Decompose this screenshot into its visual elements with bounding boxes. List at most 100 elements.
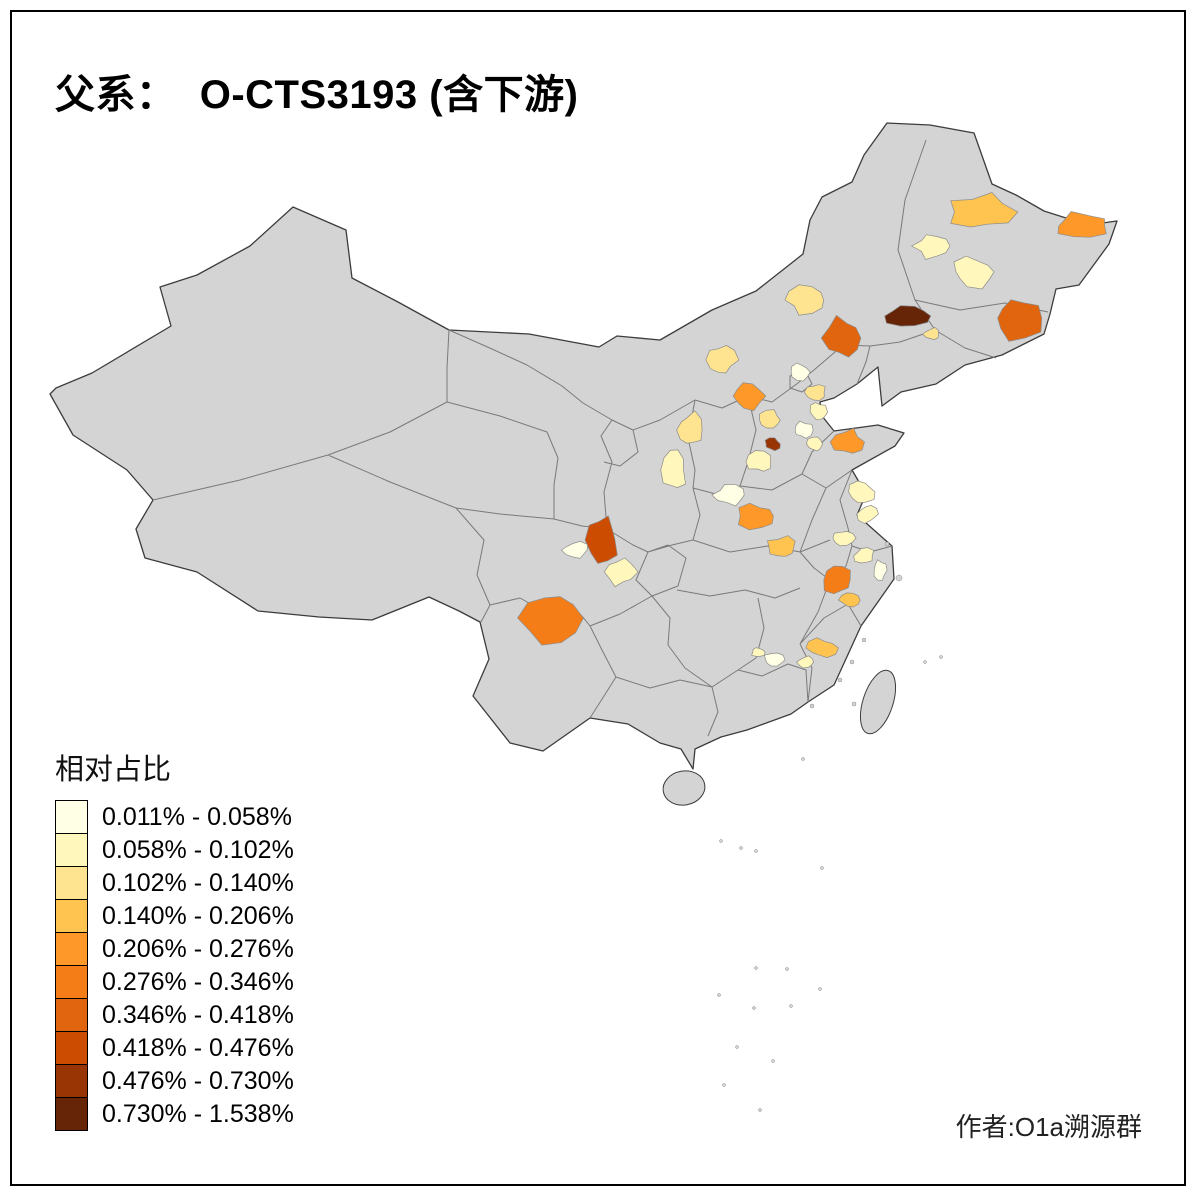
legend-row: 0.102% - 0.140%	[55, 866, 294, 900]
map-region	[820, 314, 862, 358]
map-region	[745, 450, 771, 472]
map-region	[823, 565, 851, 595]
legend-range-label: 0.346% - 0.418%	[102, 1000, 294, 1029]
map-region	[764, 652, 786, 667]
islet	[923, 660, 927, 664]
islet	[722, 1083, 726, 1087]
map-region	[997, 299, 1043, 342]
legend-title: 相对占比	[55, 754, 172, 786]
islet	[735, 1045, 739, 1049]
map-region	[806, 436, 823, 452]
hainan-island	[662, 770, 706, 806]
map-region	[803, 384, 826, 401]
legend-range-label: 0.476% - 0.730%	[102, 1066, 294, 1095]
legend-row: 0.346% - 0.418%	[55, 998, 294, 1032]
islet	[752, 1006, 756, 1010]
map-region	[950, 192, 1019, 228]
legend-row: 0.476% - 0.730%	[55, 1064, 294, 1098]
legend-range-label: 0.011% - 0.058%	[102, 802, 292, 831]
map-region	[759, 409, 781, 429]
legend-range-label: 0.206% - 0.276%	[102, 934, 294, 963]
islet	[801, 757, 805, 761]
map-region	[676, 410, 703, 444]
map-region	[732, 382, 767, 412]
islet	[754, 966, 758, 970]
legend-range-label: 0.276% - 0.346%	[102, 967, 294, 996]
legend-range-label: 0.102% - 0.140%	[102, 868, 294, 897]
map-region	[705, 345, 740, 374]
legend-range-label: 0.418% - 0.476%	[102, 1033, 294, 1062]
legend-range-label: 0.058% - 0.102%	[102, 835, 294, 864]
legend-row: 0.140% - 0.206%	[55, 899, 294, 933]
islet	[809, 703, 815, 709]
legend-swatch	[55, 998, 88, 1032]
small-islands	[717, 541, 943, 1112]
islet	[739, 846, 743, 850]
map-region	[795, 655, 814, 669]
map-region	[767, 535, 796, 557]
islet	[789, 1004, 793, 1008]
map-region	[910, 234, 951, 260]
author-credit: 作者:O1a溯源群	[955, 1112, 1142, 1142]
legend-swatch	[55, 1064, 88, 1098]
islet	[754, 849, 758, 853]
map-region	[751, 647, 766, 657]
map-region	[584, 515, 618, 564]
legend-swatch	[55, 1097, 88, 1131]
map-region	[848, 480, 876, 504]
legend-swatch	[55, 932, 88, 966]
map-region	[603, 557, 639, 588]
map-region	[711, 483, 745, 507]
map-region	[953, 255, 995, 290]
legend-swatch	[55, 833, 88, 867]
legend-row: 0.058% - 0.102%	[55, 833, 294, 867]
map-region	[784, 284, 825, 316]
islet	[818, 987, 822, 991]
figure-title: 父系： O-CTS3193 (含下游)	[55, 73, 579, 117]
islet	[785, 967, 789, 971]
legend-swatch	[55, 965, 88, 999]
legend-swatch	[55, 800, 88, 834]
map-region	[794, 420, 814, 439]
islet	[717, 993, 721, 997]
legend-range-label: 0.730% - 1.538%	[102, 1099, 294, 1128]
islet	[719, 839, 723, 843]
islet	[771, 1059, 775, 1063]
map-region	[853, 547, 875, 564]
map-region	[1057, 211, 1107, 238]
map-region	[560, 540, 588, 559]
legend-row: 0.206% - 0.276%	[55, 932, 294, 966]
map-region	[809, 402, 829, 421]
legend-swatch	[55, 866, 88, 900]
islet	[851, 701, 857, 707]
legend-swatch	[55, 899, 88, 933]
legend-row: 0.276% - 0.346%	[55, 965, 294, 999]
map-region	[921, 326, 939, 341]
map-region	[517, 596, 584, 646]
map-region	[832, 531, 857, 547]
choropleth-regions	[517, 192, 1107, 669]
map-region	[837, 592, 861, 608]
map-region	[764, 437, 781, 452]
islet	[884, 541, 890, 547]
map-region	[829, 427, 865, 454]
map-region	[738, 502, 774, 531]
legend-rows: 0.011% - 0.058% 0.058% - 0.102% 0.102% - 0…	[55, 800, 294, 1131]
taiwan-island	[859, 669, 897, 735]
islet	[837, 677, 843, 683]
islet	[861, 637, 867, 643]
legend-range-label: 0.140% - 0.206%	[102, 901, 294, 930]
legend-row: 0.011% - 0.058%	[55, 800, 294, 834]
legend-row: 0.418% - 0.476%	[55, 1031, 294, 1065]
map-region	[790, 362, 811, 382]
map-region	[856, 504, 879, 524]
map-region	[884, 305, 932, 327]
islet	[895, 574, 903, 582]
islet	[939, 655, 943, 659]
islet	[758, 1108, 762, 1112]
legend-row: 0.730% - 1.538%	[55, 1097, 294, 1131]
islet	[820, 866, 824, 870]
map-region	[873, 559, 888, 581]
map-region	[805, 637, 839, 658]
